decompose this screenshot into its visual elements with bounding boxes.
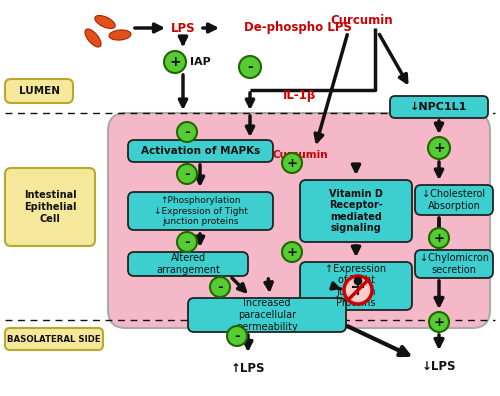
Circle shape: [282, 242, 302, 262]
Text: BASOLATERAL SIDE: BASOLATERAL SIDE: [7, 335, 101, 343]
Circle shape: [177, 122, 197, 142]
FancyBboxPatch shape: [128, 192, 273, 230]
Text: ↓NPC1L1: ↓NPC1L1: [410, 102, 468, 112]
Text: -: -: [184, 126, 190, 139]
Text: ↑Expression
of Tight
Junction
Proteins: ↑Expression of Tight Junction Proteins: [326, 264, 386, 308]
Text: -: -: [247, 61, 253, 74]
Circle shape: [227, 326, 247, 346]
Text: Curcumin: Curcumin: [272, 150, 328, 160]
Text: Activation of MAPKs: Activation of MAPKs: [141, 146, 260, 156]
FancyBboxPatch shape: [5, 79, 73, 103]
Circle shape: [239, 56, 261, 78]
Ellipse shape: [95, 15, 115, 29]
Circle shape: [429, 312, 449, 332]
Text: LPS: LPS: [170, 21, 196, 34]
Text: Curcumin: Curcumin: [330, 13, 394, 27]
Circle shape: [210, 277, 230, 297]
Text: ↑LPS: ↑LPS: [231, 362, 265, 375]
Text: +: +: [169, 55, 181, 70]
Circle shape: [428, 137, 450, 159]
Text: IAP: IAP: [190, 57, 211, 67]
Text: ↓Cholesterol
Absorption: ↓Cholesterol Absorption: [422, 189, 486, 211]
Text: ↓Chylomicron
secretion: ↓Chylomicron secretion: [420, 253, 488, 275]
Circle shape: [354, 277, 362, 285]
Text: De-phospho LPS: De-phospho LPS: [244, 21, 352, 34]
Text: +: +: [434, 316, 444, 329]
Circle shape: [344, 276, 372, 304]
FancyBboxPatch shape: [390, 96, 488, 118]
FancyBboxPatch shape: [108, 113, 490, 328]
Text: +: +: [286, 157, 298, 170]
Text: LUMEN: LUMEN: [18, 86, 59, 96]
FancyBboxPatch shape: [300, 262, 412, 310]
Text: -: -: [217, 281, 223, 294]
FancyBboxPatch shape: [128, 252, 248, 276]
FancyBboxPatch shape: [415, 250, 493, 278]
Text: IL-1β: IL-1β: [284, 88, 316, 101]
Text: -: -: [184, 236, 190, 249]
Text: ↓LPS: ↓LPS: [422, 360, 456, 373]
Text: +: +: [434, 232, 444, 245]
Circle shape: [177, 164, 197, 184]
FancyBboxPatch shape: [128, 140, 273, 162]
Text: Increased
paracellular
permeability: Increased paracellular permeability: [236, 299, 298, 331]
Ellipse shape: [109, 30, 131, 40]
FancyBboxPatch shape: [300, 180, 412, 242]
Text: +: +: [433, 141, 445, 156]
Circle shape: [429, 228, 449, 248]
Circle shape: [177, 232, 197, 252]
Text: ↑Phosphorylation
↓Expression of Tight
junction proteins: ↑Phosphorylation ↓Expression of Tight ju…: [154, 196, 248, 226]
FancyBboxPatch shape: [415, 185, 493, 215]
Ellipse shape: [85, 29, 101, 47]
Text: -: -: [234, 330, 240, 343]
Text: Vitamin D
Receptor-
mediated
signaling: Vitamin D Receptor- mediated signaling: [329, 188, 383, 233]
Text: Intestinal
Epithelial
Cell: Intestinal Epithelial Cell: [24, 190, 76, 224]
FancyBboxPatch shape: [5, 168, 95, 246]
FancyBboxPatch shape: [5, 328, 103, 350]
Circle shape: [282, 153, 302, 173]
FancyBboxPatch shape: [188, 298, 346, 332]
Circle shape: [164, 51, 186, 73]
Text: Altered
arrangement: Altered arrangement: [156, 253, 220, 275]
Text: +: +: [286, 246, 298, 259]
Text: -: -: [184, 168, 190, 181]
